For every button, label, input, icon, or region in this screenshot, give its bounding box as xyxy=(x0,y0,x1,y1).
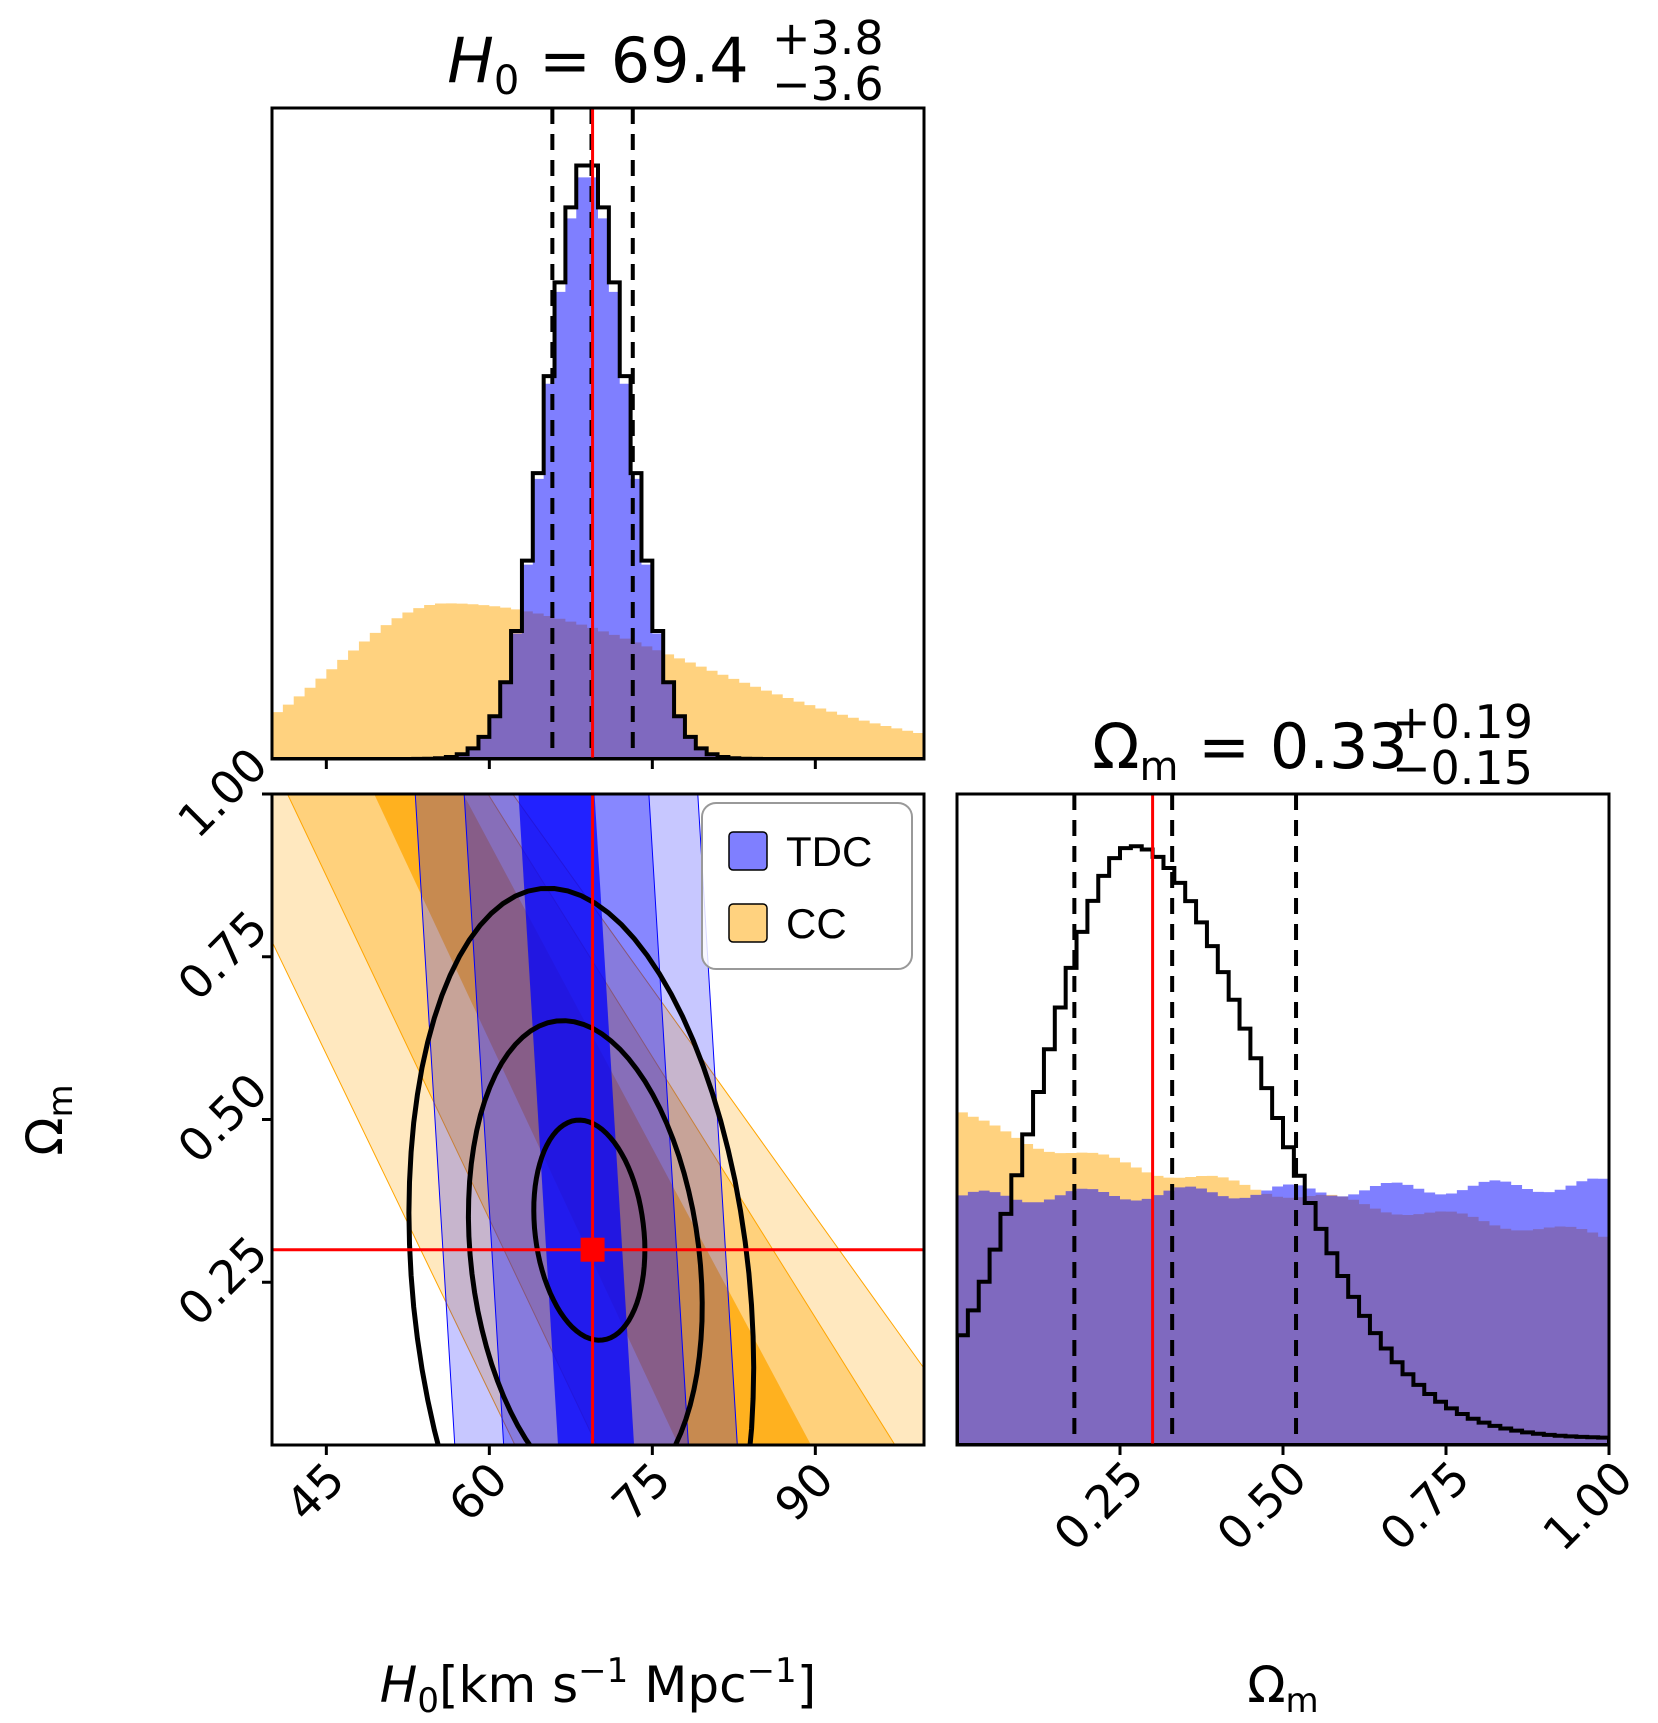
om-marginal-panel: 0.25 0.50 0.75 1.00 Ωm = 0.33 +0.19 −0.15 Ω… xyxy=(955,695,1643,1721)
tdc-h0-histogram xyxy=(272,177,924,759)
om-x-tick-label: 0.25 xyxy=(1043,1450,1154,1561)
legend-tdc-label: TDC xyxy=(786,828,872,875)
h0-title-upper-error: +3.8 xyxy=(772,11,884,65)
tdc-om-histogram xyxy=(957,1178,1609,1445)
combined-om-step-histogram xyxy=(957,844,1609,1445)
om-title-upper-error: +0.19 xyxy=(1392,695,1533,749)
om-y-tick-label: 0.25 xyxy=(167,1226,278,1337)
legend-cc-label: CC xyxy=(786,900,847,947)
legend: TDC CC xyxy=(701,802,913,970)
om-marginal-title: Ωm = 0.33 xyxy=(1092,710,1408,790)
om-y-tick-label: 0.50 xyxy=(167,1063,278,1174)
h0-x-tick-label: 75 xyxy=(601,1452,681,1532)
h0-axis-label: H0[km s−1 Mpc−1] xyxy=(380,1651,816,1721)
h0-title-lower-error: −3.6 xyxy=(772,57,884,111)
om-axis-label-left: Ωm xyxy=(16,1084,81,1155)
om-title-lower-error: −0.15 xyxy=(1392,741,1533,795)
joint-posterior-panel: 45 60 75 90 0.25 0.50 0.75 1.00 TDC CC H0[km s−… xyxy=(16,737,926,1721)
h0-marginal-panel: H0 = 69.4 +3.8 −3.6 xyxy=(270,11,926,769)
h0-x-tick-label: 90 xyxy=(764,1452,844,1532)
h0-marginal-frame xyxy=(270,106,926,761)
combined-contour-3sigma xyxy=(406,885,757,1445)
h0-x-tick-label: 60 xyxy=(438,1452,518,1532)
om-y-tick-label: 0.75 xyxy=(167,900,278,1011)
om-x-tick-label: 1.00 xyxy=(1532,1450,1643,1561)
combined-contour-2sigma xyxy=(465,1018,705,1445)
om-x-tick-label: 0.75 xyxy=(1369,1450,1480,1561)
combined-contour-1sigma xyxy=(531,1117,648,1343)
h0-x-tick-label: 45 xyxy=(275,1452,355,1532)
legend-cc-swatch xyxy=(728,903,768,943)
om-x-tick-label: 0.50 xyxy=(1206,1450,1317,1561)
om-axis-label-bottom: Ωm xyxy=(1247,1656,1318,1721)
om-y-tick-label: 1.00 xyxy=(167,737,278,848)
h0-marginal-title: H0 = 69.4 xyxy=(447,24,749,104)
legend-tdc-swatch xyxy=(728,831,768,871)
truth-marker xyxy=(580,1237,605,1262)
